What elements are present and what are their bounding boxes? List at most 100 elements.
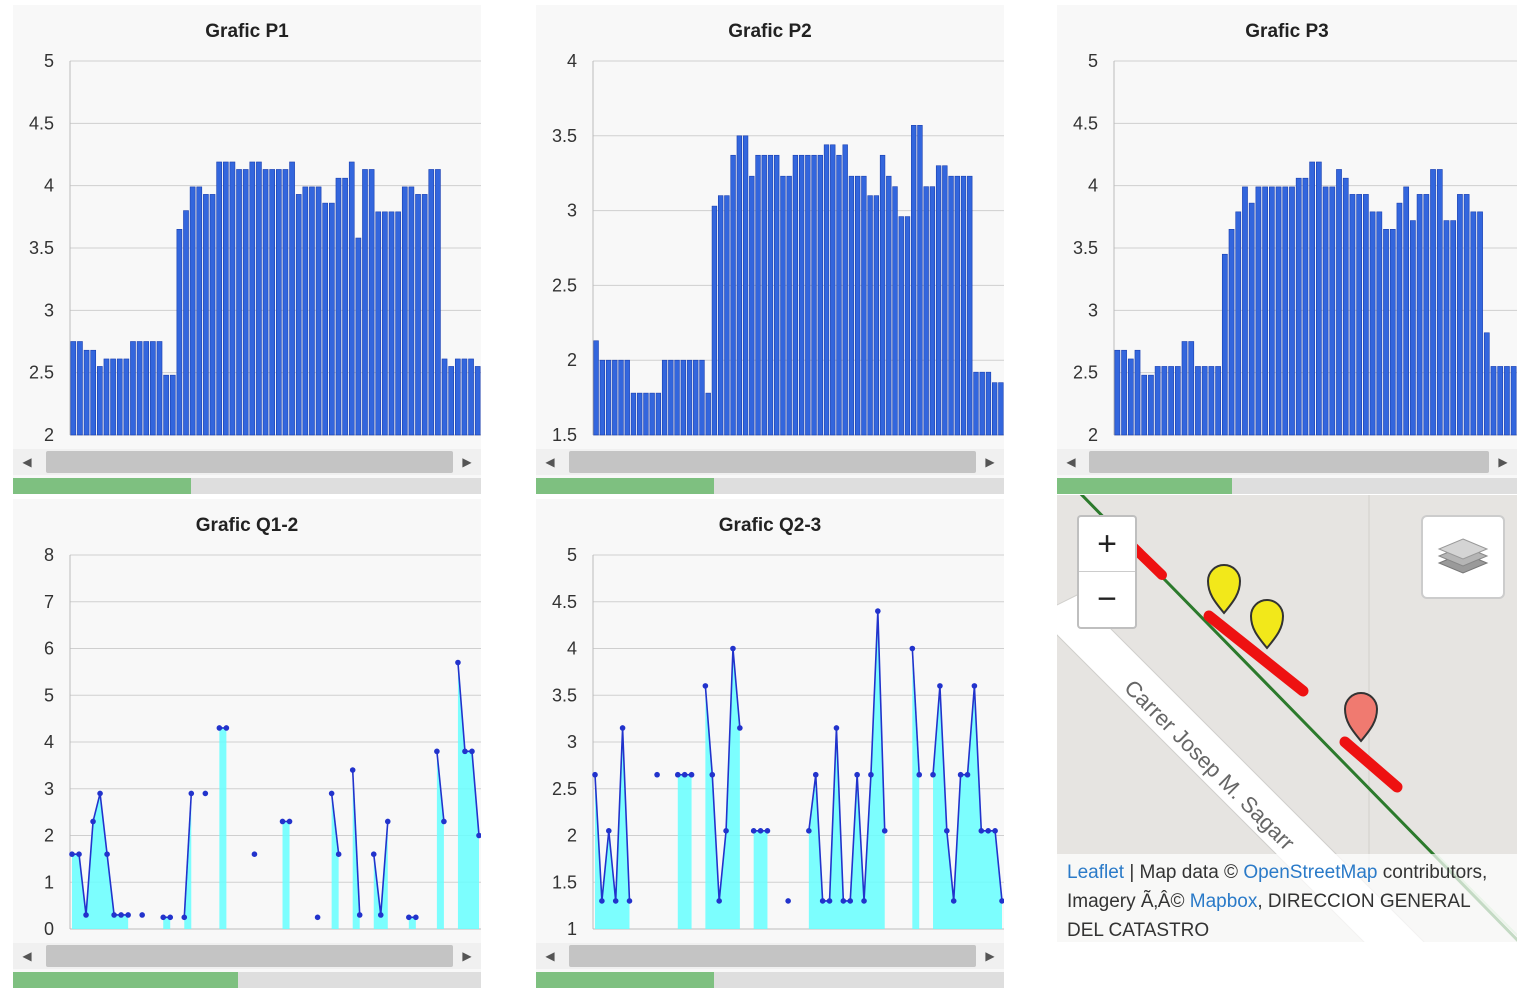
data-point	[251, 851, 258, 857]
scroll-thumb[interactable]	[45, 451, 453, 473]
marker-yellow-icon[interactable]	[1206, 564, 1242, 615]
scroll-right-icon[interactable]: ▶	[985, 949, 995, 963]
chart-panel-q1-2: Grafic Q1-2 0 1 2 3 4 5 6 7 8 ◀ ▶	[13, 499, 481, 988]
zoom-out-button[interactable]: −	[1097, 579, 1117, 618]
scroll-left-icon[interactable]: ◀	[545, 455, 555, 469]
data-point	[674, 771, 681, 778]
bar	[183, 210, 189, 436]
bar	[1403, 186, 1410, 436]
zoom-in-button[interactable]: +	[1079, 517, 1135, 572]
data-point	[957, 771, 964, 778]
data-point	[328, 790, 335, 797]
chart-plot: 1 1.5 2 2.5 3 3.5 4 4.5 5	[552, 545, 1004, 939]
area-fill	[753, 830, 768, 929]
data-point	[716, 898, 722, 904]
osm-link[interactable]: OpenStreetMap	[1243, 862, 1378, 883]
y-tick-label: 4	[1088, 176, 1098, 196]
bar	[368, 169, 375, 436]
bar	[1121, 349, 1127, 436]
scroll-right-icon[interactable]: ▶	[985, 455, 995, 469]
bar	[823, 144, 830, 436]
bar	[1477, 211, 1483, 436]
bar	[854, 175, 861, 436]
series-line	[594, 727, 631, 902]
scroll-left-icon[interactable]: ◀	[1066, 455, 1076, 469]
bar	[967, 175, 973, 436]
y-tick-label: 1	[44, 872, 54, 892]
chart-scrollbar[interactable]: ◀ ▶	[536, 449, 1004, 475]
chart-title: Grafic P2	[728, 21, 812, 42]
y-tick-label: 3	[44, 300, 54, 320]
chart-scrollbar[interactable]: ◀ ▶	[13, 449, 481, 475]
bar	[1369, 211, 1376, 436]
bar	[262, 169, 269, 436]
bar	[242, 169, 249, 436]
bar	[761, 154, 767, 436]
layers-button[interactable]	[1421, 515, 1505, 599]
data-point	[654, 771, 660, 778]
data-point	[469, 748, 475, 755]
map-view[interactable]: Carrer Josep M. Sagarr + − Leaflet | Map…	[1057, 495, 1517, 942]
bar	[1255, 186, 1262, 436]
scroll-right-icon[interactable]: ▶	[462, 455, 472, 469]
bar	[448, 366, 454, 436]
data-point	[349, 767, 356, 773]
data-point	[167, 914, 174, 921]
chart-title: Grafic Q1-2	[195, 515, 299, 536]
progress-bar	[536, 478, 1004, 494]
bar	[1275, 186, 1282, 436]
chart-scrollbar[interactable]: ◀ ▶	[13, 943, 481, 969]
y-tick-label: 4	[44, 176, 54, 196]
area-fill	[408, 917, 416, 929]
bar	[136, 341, 143, 436]
scroll-thumb[interactable]	[45, 945, 453, 967]
attribution-text: contributors, Imagery Ã‚Â©	[1067, 862, 1488, 912]
marker-red-icon[interactable]	[1343, 692, 1379, 743]
bar	[1141, 374, 1148, 436]
scroll-thumb[interactable]	[568, 945, 976, 967]
leaflet-link[interactable]: Leaflet	[1067, 862, 1125, 883]
bar	[97, 366, 103, 436]
scroll-thumb[interactable]	[568, 451, 976, 473]
scroll-left-icon[interactable]: ◀	[545, 949, 555, 963]
bar	[289, 161, 295, 436]
series-line	[436, 751, 445, 822]
y-tick-label: 5	[567, 545, 577, 565]
data-point	[626, 898, 633, 904]
y-tick-label: 1.5	[552, 425, 577, 445]
bar	[624, 359, 630, 436]
bar	[1309, 161, 1315, 436]
data-point	[964, 771, 971, 778]
bar	[742, 135, 749, 436]
scroll-thumb[interactable]	[1089, 451, 1490, 473]
bar	[1383, 229, 1389, 436]
data-point	[950, 898, 957, 904]
y-tick-label: 3	[567, 732, 577, 752]
data-point	[599, 898, 605, 904]
mapbox-link[interactable]: Mapbox	[1189, 891, 1258, 912]
bar	[693, 359, 699, 436]
bar	[236, 169, 242, 436]
scroll-right-icon[interactable]: ▶	[462, 949, 472, 963]
bar	[630, 392, 637, 436]
area-fill	[436, 751, 444, 929]
bar	[867, 195, 873, 436]
data-point	[314, 914, 321, 921]
chart-panel-p1: Grafic P1 2 2.5 3 3.5 4 4.5 5 ◀ ▶	[13, 5, 481, 494]
scroll-left-icon[interactable]: ◀	[22, 949, 32, 963]
chart-scrollbar[interactable]: ◀ ▶	[536, 943, 1004, 969]
data-point	[688, 771, 695, 778]
bar	[736, 135, 743, 436]
data-point	[785, 898, 791, 904]
data-point	[764, 828, 771, 834]
bar	[1342, 177, 1349, 436]
bar	[70, 341, 77, 436]
scroll-right-icon[interactable]: ▶	[1498, 455, 1508, 469]
bar	[130, 341, 136, 436]
chart-scrollbar[interactable]: ◀ ▶	[1057, 449, 1517, 475]
bar	[1356, 194, 1363, 436]
marker-yellow-icon[interactable]	[1249, 599, 1285, 650]
series-line	[911, 648, 921, 775]
scroll-left-icon[interactable]: ◀	[22, 455, 32, 469]
data-point	[181, 914, 188, 921]
